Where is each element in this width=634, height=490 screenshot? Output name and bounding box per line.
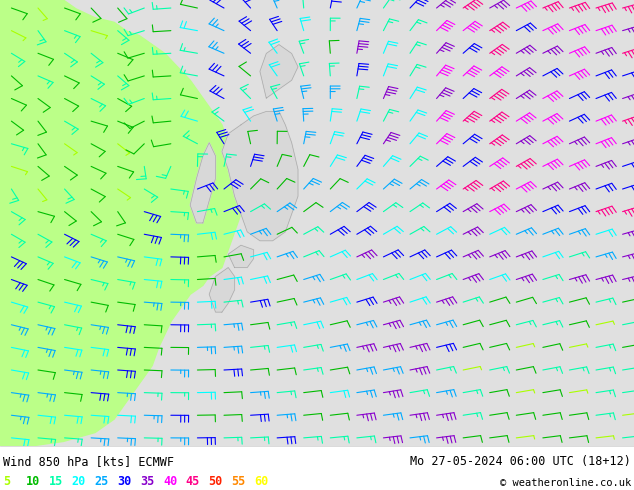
Polygon shape (190, 143, 216, 223)
Text: 35: 35 (140, 475, 154, 488)
Text: 40: 40 (163, 475, 177, 488)
Text: © weatheronline.co.uk: © weatheronline.co.uk (500, 478, 631, 488)
Polygon shape (260, 45, 298, 98)
Text: 60: 60 (254, 475, 268, 488)
Text: 5: 5 (3, 475, 10, 488)
Text: 30: 30 (117, 475, 131, 488)
Text: Wind 850 hPa [kts] ECMWF: Wind 850 hPa [kts] ECMWF (3, 455, 174, 468)
Text: Mo 27-05-2024 06:00 UTC (18+12): Mo 27-05-2024 06:00 UTC (18+12) (410, 455, 631, 468)
Polygon shape (0, 0, 241, 446)
Polygon shape (0, 0, 634, 446)
Text: 50: 50 (209, 475, 223, 488)
Text: 25: 25 (94, 475, 108, 488)
Polygon shape (228, 245, 254, 268)
Text: 55: 55 (231, 475, 245, 488)
Polygon shape (222, 112, 298, 241)
Polygon shape (209, 268, 235, 312)
Text: 15: 15 (49, 475, 63, 488)
Text: 45: 45 (186, 475, 200, 488)
Text: 10: 10 (26, 475, 40, 488)
Text: 20: 20 (72, 475, 86, 488)
